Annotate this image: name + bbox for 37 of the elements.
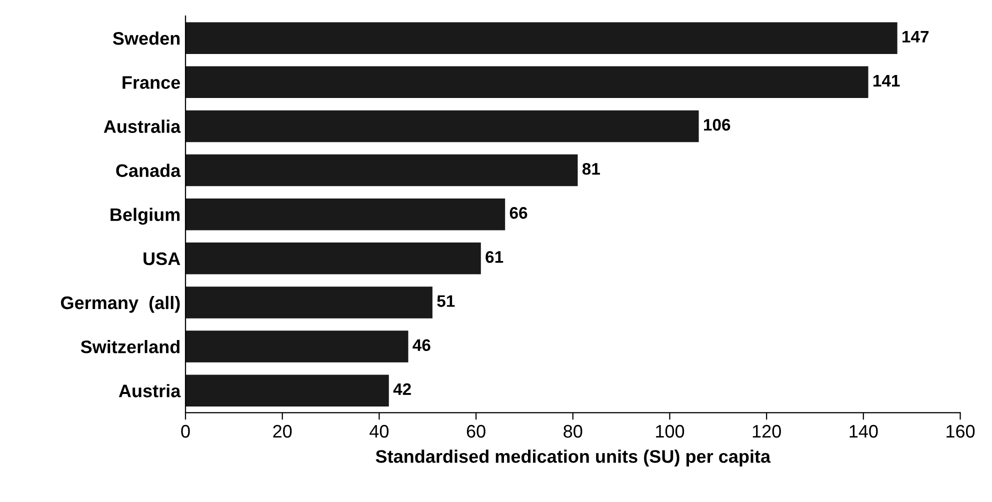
data-label: 42 — [393, 383, 411, 395]
y-tick-label: Germany (all) — [60, 296, 180, 313]
bar — [186, 154, 578, 186]
x-tick-label: 0 — [181, 424, 190, 438]
data-label: 147 — [902, 30, 929, 42]
y-tick-label: Switzerland — [80, 340, 180, 354]
x-tick-label: 160 — [946, 424, 975, 438]
x-tick-label: 20 — [273, 424, 292, 438]
y-tick-label: Canada — [116, 164, 181, 178]
bar — [186, 66, 868, 98]
data-label: 106 — [704, 118, 730, 131]
x-tick-label: 100 — [656, 424, 684, 438]
y-tick-label: Austria — [118, 384, 181, 398]
y-tick-label: France — [122, 76, 180, 89]
data-label: 61 — [486, 251, 504, 263]
y-tick-label: USA — [144, 252, 180, 266]
bar — [186, 242, 481, 274]
bar — [186, 330, 408, 362]
y-tick-label: Sweden — [112, 32, 180, 45]
bar — [186, 22, 898, 54]
data-label: 66 — [510, 207, 528, 219]
y-tick-label: Belgium — [110, 208, 180, 225]
data-label: 46 — [412, 339, 430, 352]
x-axis-title: Standardised medication units (SU) per capita — [376, 450, 771, 466]
bar — [186, 198, 506, 230]
data-label: 51 — [437, 295, 455, 307]
data-label: 81 — [582, 162, 600, 175]
data-label: 141 — [873, 75, 900, 86]
x-tick-label: 40 — [370, 424, 389, 438]
bar — [186, 374, 389, 406]
bar — [186, 110, 699, 142]
bar — [186, 286, 432, 318]
x-tick-label: 60 — [466, 424, 486, 438]
x-tick-label: 80 — [564, 424, 582, 438]
x-tick-label: 140 — [850, 424, 878, 438]
y-tick-label: Australia — [104, 120, 181, 133]
x-tick-label: 120 — [752, 424, 781, 438]
